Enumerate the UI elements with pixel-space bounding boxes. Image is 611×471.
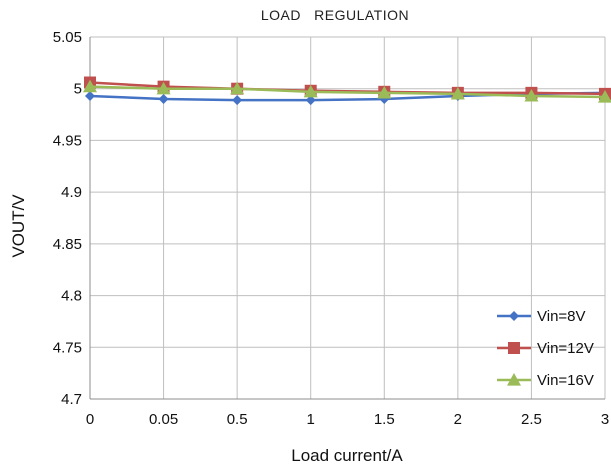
legend-label: Vin=16V xyxy=(537,372,594,389)
legend-item: Vin=12V xyxy=(497,340,594,357)
data-point-square xyxy=(508,342,520,354)
y-tick-labels: 4.7 4.75 4.8 4.85 4.9 4.95 5 5.05 xyxy=(53,29,82,408)
y-tick-label: 4.75 xyxy=(53,339,82,356)
legend-item: Vin=16V xyxy=(497,372,594,389)
x-axis-label: Load current/A xyxy=(291,446,403,465)
data-point-triangle xyxy=(156,81,171,95)
y-tick-label: 4.85 xyxy=(53,236,82,253)
data-point-triangle xyxy=(450,86,465,100)
data-point-triangle xyxy=(303,84,318,98)
y-tick-label: 5 xyxy=(74,81,82,98)
x-tick-label: 2 xyxy=(454,411,462,428)
data-point-diamond xyxy=(158,94,169,105)
y-tick-label: 4.8 xyxy=(61,288,82,305)
legend-label: Vin=12V xyxy=(537,340,594,357)
x-tick-label: 0.5 xyxy=(227,411,248,428)
data-point-diamond xyxy=(509,311,519,321)
series-vin-16v xyxy=(83,79,611,103)
data-point-triangle xyxy=(507,373,521,386)
x-tick-label: 0.05 xyxy=(149,411,178,428)
data-point-diamond xyxy=(85,90,95,101)
x-tick-label: 2.5 xyxy=(521,411,542,428)
data-point-diamond xyxy=(305,95,316,106)
data-point-triangle xyxy=(377,85,392,99)
y-tick-label: 4.9 xyxy=(61,184,82,201)
x-tick-label: 0 xyxy=(86,411,94,428)
data-point-triangle xyxy=(230,81,245,95)
data-point-diamond xyxy=(232,95,243,106)
y-tick-label: 4.7 xyxy=(61,391,82,408)
legend-item: Vin=8V xyxy=(497,308,586,325)
x-tick-labels: 0 0.05 0.5 1 1.5 2 2.5 3 xyxy=(86,411,609,428)
x-tick-label: 1 xyxy=(307,411,315,428)
data-point-triangle xyxy=(598,89,611,103)
chart-title: LOAD REGULATION xyxy=(261,7,409,23)
legend: Vin=8V Vin=12V Vin=16V xyxy=(497,308,594,389)
data-point-triangle xyxy=(524,88,539,102)
x-tick-label: 3 xyxy=(601,411,609,428)
series-line xyxy=(89,85,606,99)
y-axis-label: VOUT/V xyxy=(9,194,28,258)
legend-label: Vin=8V xyxy=(537,308,586,325)
series-line xyxy=(89,91,606,102)
series xyxy=(83,76,611,106)
data-point-triangle xyxy=(83,79,97,93)
x-tick-label: 1.5 xyxy=(374,411,395,428)
y-tick-label: 5.05 xyxy=(53,29,82,46)
y-tick-label: 4.95 xyxy=(53,132,82,149)
